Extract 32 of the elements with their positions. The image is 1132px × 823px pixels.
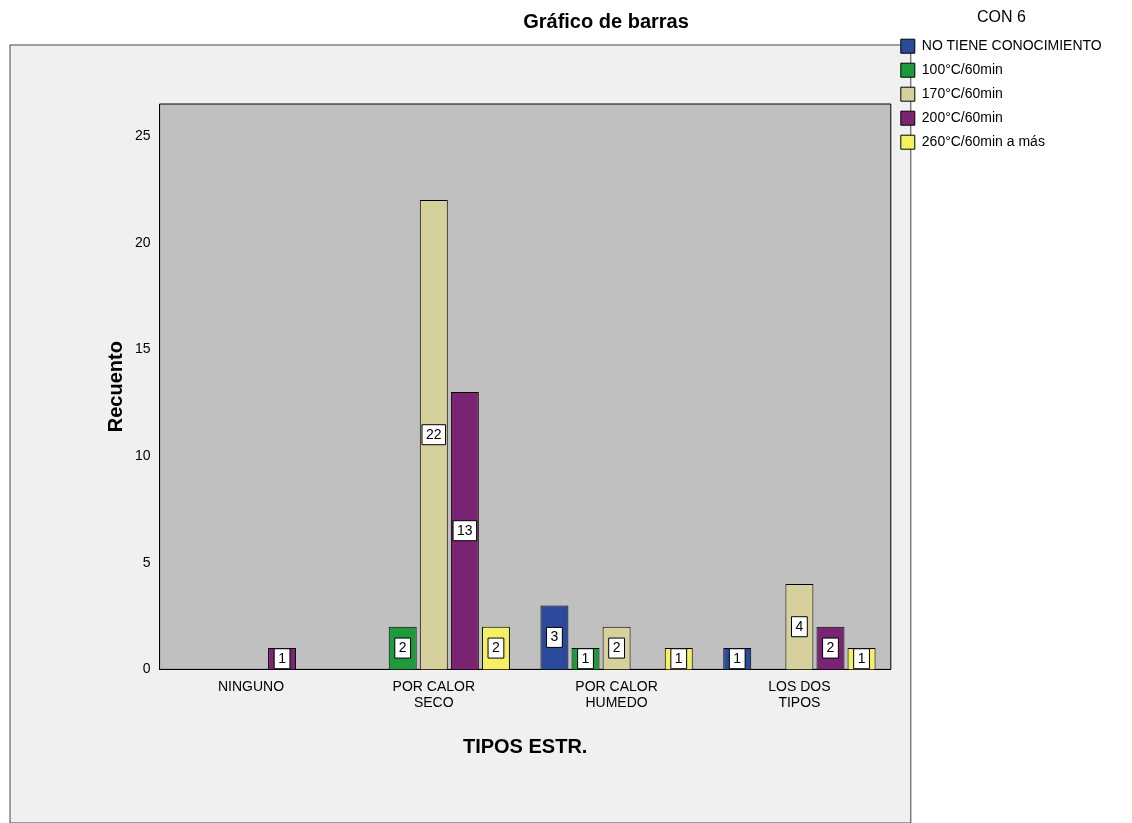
- legend-label: 200°C/60min: [921, 109, 1003, 126]
- data-label: 1: [674, 649, 683, 666]
- data-label: 2: [826, 638, 835, 655]
- data-label: 2: [492, 638, 501, 655]
- chart-title: Gráfico de barras: [523, 9, 689, 32]
- legend-title: CON 6: [976, 8, 1026, 26]
- y-tick-label: 15: [134, 340, 151, 357]
- data-label: 1: [278, 649, 287, 666]
- data-label: 1: [581, 649, 590, 666]
- y-axis-title: Recuento: [103, 341, 126, 433]
- x-tick-label: POR CALOR HUMEDO: [575, 677, 658, 711]
- y-tick-label: 20: [134, 233, 151, 250]
- data-label: 22: [426, 425, 442, 442]
- data-label: 2: [612, 638, 621, 655]
- y-tick-label: 0: [142, 660, 151, 677]
- data-label: 1: [733, 649, 742, 666]
- legend-label: 100°C/60min: [921, 61, 1003, 78]
- y-tick-label: 10: [134, 446, 151, 463]
- x-tick-label: POR CALOR SECO: [392, 677, 476, 711]
- legend-label: NO TIENE CONOCIMIENTO: [921, 37, 1102, 54]
- y-tick-label: 5: [142, 553, 151, 570]
- legend-label: 170°C/60min: [921, 85, 1003, 102]
- data-label: 1: [857, 649, 866, 666]
- x-axis-title: TIPOS ESTR.: [462, 734, 588, 757]
- legend-label: 260°C/60min a más: [921, 133, 1045, 150]
- x-tick-label: NINGUNO: [217, 677, 285, 694]
- data-label: 4: [795, 617, 804, 634]
- data-label: 2: [398, 638, 407, 655]
- data-label: 13: [457, 521, 473, 538]
- x-tick-label: LOS DOS TIPOS: [768, 677, 831, 711]
- y-tick-label: 25: [134, 126, 151, 143]
- data-label: 3: [550, 628, 559, 645]
